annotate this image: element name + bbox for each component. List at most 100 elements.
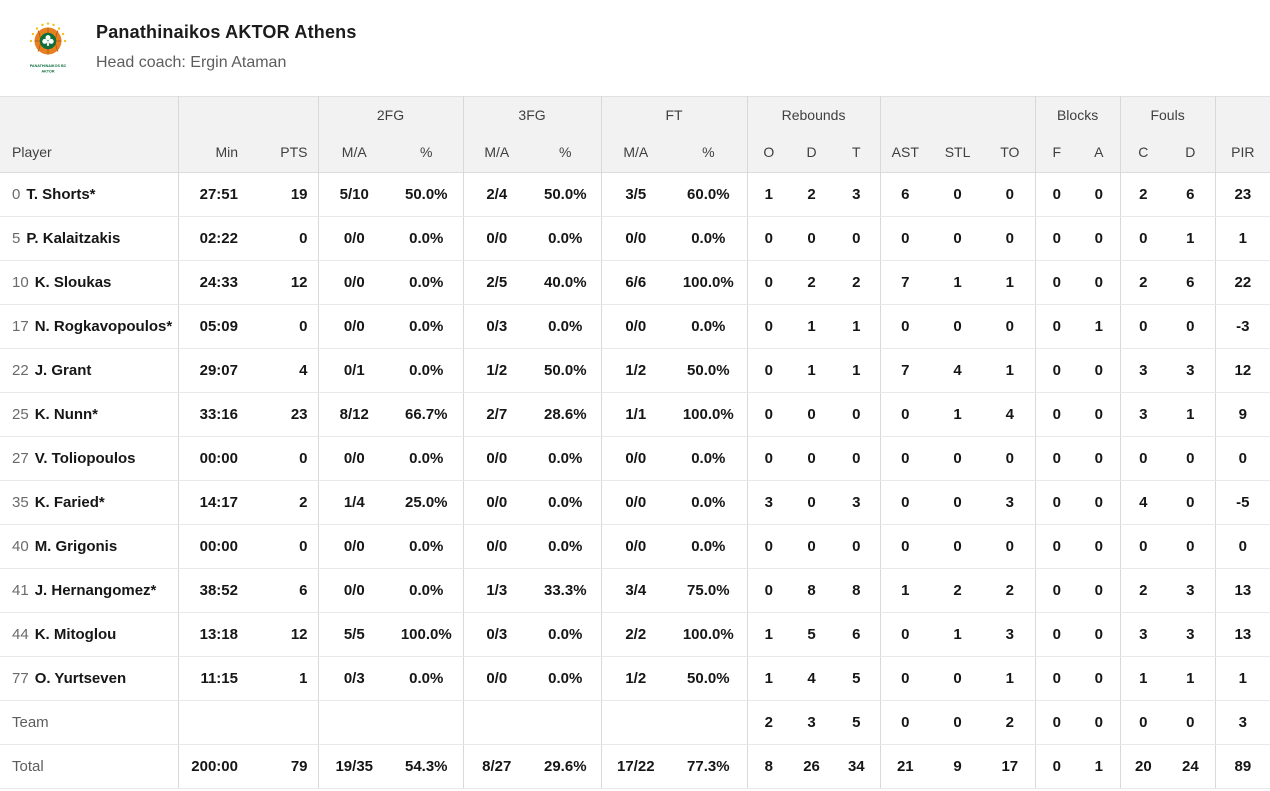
stat-cell: 05:09 bbox=[177, 304, 248, 349]
stat-cell: 0 bbox=[790, 480, 834, 525]
stat-cell: 0 bbox=[879, 612, 931, 657]
player-name: K. Sloukas bbox=[34, 274, 112, 291]
table-row: 77 O. Yurtseven 11:15 1 0/3 0.0% 0/0 0.0% 1/2 50.… bbox=[0, 656, 1270, 701]
player-cell: 5 P. Kalaitzakis bbox=[0, 216, 178, 261]
table-row: 5 P. Kalaitzakis 02:22 0 0/0 0.0% 0/0 0.0% 0/0 0.… bbox=[0, 216, 1270, 261]
stat-cell: 02:22 bbox=[177, 216, 248, 261]
group-header-blank bbox=[1214, 96, 1270, 133]
stat-cell: 0.0% bbox=[390, 304, 464, 349]
player-name: P. Kalaitzakis bbox=[26, 230, 121, 247]
stat-cell: 200:00 bbox=[177, 744, 248, 789]
group-header-fouls: Fouls bbox=[1119, 96, 1216, 133]
stat-cell: 100.0% bbox=[670, 612, 748, 657]
group-header-blocks: Blocks bbox=[1034, 96, 1121, 133]
stat-cell: 0/3 bbox=[462, 304, 531, 349]
stat-cell: 6/6 bbox=[600, 260, 671, 305]
stat-cell: 2 bbox=[985, 568, 1036, 613]
stat-cell: 2 bbox=[1119, 568, 1167, 613]
stat-cell: 0/0 bbox=[317, 260, 390, 305]
column-header-to-14: TO bbox=[985, 132, 1036, 173]
stat-cell: 0 bbox=[1034, 568, 1079, 613]
stat-cell: 0 bbox=[1119, 436, 1167, 481]
stat-cell: 0 bbox=[790, 436, 834, 481]
stat-cell: 0/0 bbox=[600, 524, 671, 569]
stat-cell: 1 bbox=[985, 656, 1036, 701]
stat-cell: 0 bbox=[746, 524, 791, 569]
stat-cell: 0 bbox=[1078, 612, 1121, 657]
column-header-ast-12: AST bbox=[879, 132, 931, 173]
stat-cell: 0 bbox=[1034, 260, 1079, 305]
stat-cell: 24 bbox=[1166, 744, 1216, 789]
stat-cell: 0 bbox=[1078, 260, 1121, 305]
stat-cell: 0 bbox=[930, 700, 986, 745]
table-row: 22 J. Grant 29:07 4 0/1 0.0% 1/2 50.0% 1/2 50.0% 0… bbox=[0, 348, 1270, 393]
stat-cell bbox=[248, 700, 318, 745]
stat-cell: 1 bbox=[1119, 656, 1167, 701]
stat-cell: 19 bbox=[248, 172, 318, 217]
jersey-number: 22 bbox=[12, 362, 29, 379]
stat-cell: 0 bbox=[833, 392, 881, 437]
stat-cell: 1 bbox=[985, 260, 1036, 305]
stat-cell: 0 bbox=[1034, 700, 1079, 745]
stat-cell: 3 bbox=[746, 480, 791, 525]
stat-cell: 8 bbox=[790, 568, 834, 613]
stat-cell bbox=[670, 700, 748, 745]
stat-cell: 00:00 bbox=[177, 436, 248, 481]
jersey-number: 27 bbox=[12, 450, 29, 467]
stat-cell: 0 bbox=[1078, 524, 1121, 569]
player-name: J. Hernangomez* bbox=[34, 582, 157, 599]
stat-cell: 0 bbox=[930, 216, 986, 261]
column-header-o-9: O bbox=[746, 132, 791, 173]
stat-cell: 1 bbox=[1166, 392, 1216, 437]
stat-cell: 2 bbox=[790, 172, 834, 217]
stat-cell: 0 bbox=[1166, 304, 1216, 349]
stat-cell: 0 bbox=[1166, 700, 1216, 745]
group-header-blank bbox=[0, 96, 178, 133]
column-header--4: % bbox=[390, 132, 464, 173]
stat-cell: 100.0% bbox=[670, 260, 748, 305]
stat-cell: 0 bbox=[1078, 436, 1121, 481]
team-name: Panathinaikos AKTOR Athens bbox=[96, 22, 357, 42]
box-score-table: 2FG 3FG FT Rebounds Blocks Fouls Player Min PTS… bbox=[0, 96, 1270, 789]
column-header--6: % bbox=[530, 132, 602, 173]
stat-cell: 0 bbox=[833, 524, 881, 569]
stat-cell: 1 bbox=[930, 260, 986, 305]
stat-cell: 3 bbox=[985, 612, 1036, 657]
stat-cell: 0 bbox=[985, 216, 1036, 261]
stat-cell: 0 bbox=[1078, 656, 1121, 701]
stat-cell: 1 bbox=[833, 348, 881, 393]
player-cell: 41 J. Hernangomez* bbox=[0, 568, 178, 613]
column-header-stl-13: STL bbox=[930, 132, 986, 173]
player-name: J. Grant bbox=[34, 362, 92, 379]
stat-cell: 3/5 bbox=[600, 172, 671, 217]
stat-cell: 0/0 bbox=[317, 216, 390, 261]
stat-cell: 0/0 bbox=[317, 568, 390, 613]
stat-cell: 1 bbox=[1078, 304, 1121, 349]
stat-cell bbox=[600, 700, 671, 745]
stat-cell: 0 bbox=[1078, 172, 1121, 217]
column-header-f-15: F bbox=[1034, 132, 1079, 173]
stat-cell: 100.0% bbox=[670, 392, 748, 437]
stat-cell: 0 bbox=[930, 480, 986, 525]
team-logo-graphic: PANATHINAIKOS BC AKTOR bbox=[30, 22, 67, 74]
player-name: V. Toliopoulos bbox=[34, 450, 136, 467]
stat-cell: 24:33 bbox=[177, 260, 248, 305]
stat-cell: 4 bbox=[790, 656, 834, 701]
stat-cell: 0 bbox=[1034, 656, 1079, 701]
stat-cell: 2 bbox=[248, 480, 318, 525]
player-name: N. Rogkavopoulos* bbox=[34, 318, 173, 335]
player-cell: 17 N. Rogkavopoulos* bbox=[0, 304, 178, 349]
stat-cell: 1 bbox=[879, 568, 931, 613]
column-header--8: % bbox=[670, 132, 748, 173]
stat-cell: 50.0% bbox=[530, 348, 602, 393]
table-header: 2FG 3FG FT Rebounds Blocks Fouls Player Min PTS… bbox=[0, 96, 1270, 173]
group-header-rebounds: Rebounds bbox=[746, 96, 881, 133]
stat-cell bbox=[462, 700, 531, 745]
stat-cell: 2/7 bbox=[462, 392, 531, 437]
stat-cell: 0 bbox=[930, 656, 986, 701]
stat-cell: 0.0% bbox=[670, 436, 748, 481]
column-header-d-18: D bbox=[1166, 132, 1216, 173]
stat-cell: 3 bbox=[1119, 612, 1167, 657]
stat-cell: 21 bbox=[879, 744, 931, 789]
stat-cell: 5 bbox=[833, 656, 881, 701]
